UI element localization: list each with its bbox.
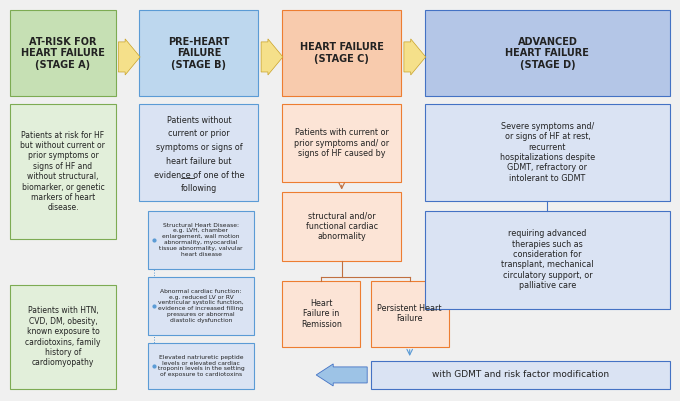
FancyBboxPatch shape [282, 281, 360, 347]
FancyArrow shape [316, 364, 367, 386]
Text: ADVANCED
HEART FAILURE
(STAGE D): ADVANCED HEART FAILURE (STAGE D) [505, 36, 590, 70]
Text: evidence of one of the: evidence of one of the [154, 170, 244, 180]
FancyArrow shape [261, 39, 283, 75]
FancyBboxPatch shape [10, 104, 116, 239]
Text: Heart
Failure in
Remission: Heart Failure in Remission [301, 299, 342, 329]
FancyBboxPatch shape [371, 361, 670, 389]
FancyBboxPatch shape [425, 104, 670, 200]
FancyBboxPatch shape [139, 104, 258, 200]
Text: Patients at risk for HF
but without current or
prior symptoms or
signs of HF and: Patients at risk for HF but without curr… [20, 131, 105, 212]
Text: heart failure but: heart failure but [166, 157, 232, 166]
FancyArrow shape [404, 39, 426, 75]
FancyArrow shape [118, 39, 140, 75]
Text: Severe symptoms and/
or signs of HF at rest,
recurrent
hospitalizations despite
: Severe symptoms and/ or signs of HF at r… [500, 122, 595, 183]
Text: AT-RISK FOR
HEART FAILURE
(STAGE A): AT-RISK FOR HEART FAILURE (STAGE A) [21, 36, 105, 70]
Text: requiring advanced
therapies such as
consideration for
transplant, mechanical
ci: requiring advanced therapies such as con… [501, 229, 594, 290]
Text: structural and/or
functional cardiac
abnormality: structural and/or functional cardiac abn… [305, 212, 378, 241]
FancyBboxPatch shape [371, 281, 449, 347]
FancyBboxPatch shape [148, 277, 254, 335]
Text: current or prior: current or prior [168, 129, 230, 138]
Text: following: following [181, 184, 217, 193]
FancyBboxPatch shape [10, 285, 116, 389]
Text: Elevated natriuretic peptide
levels or elevated cardiac
troponin levels in the s: Elevated natriuretic peptide levels or e… [158, 355, 244, 377]
Text: Abnormal cardiac function:
e.g. reduced LV or RV
ventricular systolic function,
: Abnormal cardiac function: e.g. reduced … [158, 289, 243, 323]
FancyBboxPatch shape [282, 10, 401, 96]
Text: PRE-HEART
FAILURE
(STAGE B): PRE-HEART FAILURE (STAGE B) [168, 36, 230, 70]
FancyBboxPatch shape [148, 211, 254, 269]
Text: symptoms or signs of: symptoms or signs of [156, 143, 242, 152]
Text: Patients with HTN,
CVD, DM, obesity,
known exposure to
cardiotoxins, family
hist: Patients with HTN, CVD, DM, obesity, kno… [25, 306, 101, 367]
Text: Structural Heart Disease:
e.g. LVH, chamber
enlargement, wall motion
abnormality: Structural Heart Disease: e.g. LVH, cham… [159, 223, 243, 257]
FancyBboxPatch shape [139, 10, 258, 96]
FancyBboxPatch shape [425, 211, 670, 309]
Text: Patients without: Patients without [167, 115, 231, 125]
Text: HEART FAILURE
(STAGE C): HEART FAILURE (STAGE C) [300, 43, 384, 64]
Text: Persistent Heart
Failure: Persistent Heart Failure [377, 304, 442, 324]
FancyBboxPatch shape [10, 10, 116, 96]
FancyBboxPatch shape [148, 343, 254, 389]
FancyBboxPatch shape [282, 104, 401, 182]
FancyBboxPatch shape [282, 192, 401, 261]
FancyBboxPatch shape [425, 10, 670, 96]
Text: Patients with current or
prior symptoms and/ or
signs of HF caused by: Patients with current or prior symptoms … [294, 128, 389, 158]
Text: with GDMT and risk factor modification: with GDMT and risk factor modification [432, 371, 609, 379]
